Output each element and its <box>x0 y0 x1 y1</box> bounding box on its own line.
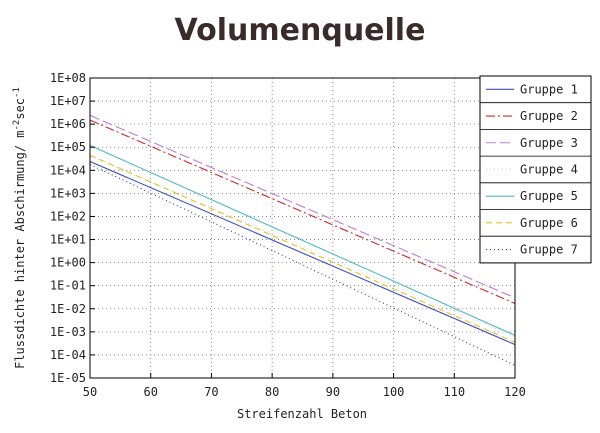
series-line <box>89 154 516 343</box>
series-line <box>89 160 516 346</box>
y-ticks: 1E-05 1E-04 1E-03 1E-02 1E-01 1E+00 1E+01 1E+02… <box>50 71 95 385</box>
plot-frame <box>89 77 516 379</box>
x-tick-label: 50 <box>83 385 97 399</box>
chart-title: Volumenquelle <box>175 13 426 48</box>
series-line <box>89 155 516 338</box>
legend-label: Gruppe 1 <box>520 82 578 96</box>
x-tick-label: 110 <box>443 385 465 399</box>
legend-label: Gruppe 5 <box>520 189 578 203</box>
x-ticks: 50 60 70 80 90 100 110 120 <box>83 373 526 399</box>
x-tick-label: 120 <box>504 385 526 399</box>
x-tick-label: 60 <box>143 385 157 399</box>
x-tick-label: 70 <box>204 385 218 399</box>
y-tick-label: 1E+05 <box>50 140 86 154</box>
y-tick-label: 1E-04 <box>50 348 86 362</box>
y-tick-label: 1E+02 <box>50 209 86 223</box>
y-tick-label: 1E+08 <box>50 71 86 85</box>
y-axis-label: Flussdichte hinter Abschirmung/ m-2sec-1 <box>12 87 27 369</box>
x-axis-label: Streifenzahl Beton <box>237 407 367 421</box>
y-tick-label: 1E-01 <box>50 279 86 293</box>
y-axis-label-exp1: -2 <box>12 120 22 131</box>
y-tick-label: 1E+00 <box>50 256 86 270</box>
y-axis-label-main: Flussdichte hinter Abschirmung/ m <box>13 130 27 368</box>
legend-label: Gruppe 2 <box>520 109 578 123</box>
x-tick-label: 80 <box>265 385 279 399</box>
y-tick-label: 1E-05 <box>50 371 86 385</box>
x-tick-label: 90 <box>326 385 340 399</box>
y-tick-label: 1E-03 <box>50 325 86 339</box>
legend-label: Gruppe 7 <box>520 243 578 257</box>
x-tick-label: 100 <box>383 385 405 399</box>
legend: Gruppe 1 Gruppe 2 Gruppe 3 Gruppe 4 Gruppe 5… <box>479 75 592 264</box>
y-axis-label-exp2: -1 <box>12 87 22 98</box>
y-tick-label: 1E+03 <box>50 186 86 200</box>
y-axis-label-sec: sec <box>13 98 27 120</box>
y-tick-label: 1E+01 <box>50 233 86 247</box>
series-layer <box>89 114 516 366</box>
y-tick-label: 1E+04 <box>50 163 86 177</box>
legend-label: Gruppe 4 <box>520 162 578 176</box>
series-line <box>89 163 516 366</box>
y-tick-label: 1E+06 <box>50 117 86 131</box>
series-line <box>89 144 516 336</box>
series-line <box>89 114 516 299</box>
grid <box>90 78 515 378</box>
y-tick-label: 1E+07 <box>50 94 86 108</box>
y-tick-label: 1E-02 <box>50 302 86 316</box>
legend-label: Gruppe 6 <box>520 216 578 230</box>
legend-label: Gruppe 3 <box>520 136 578 150</box>
